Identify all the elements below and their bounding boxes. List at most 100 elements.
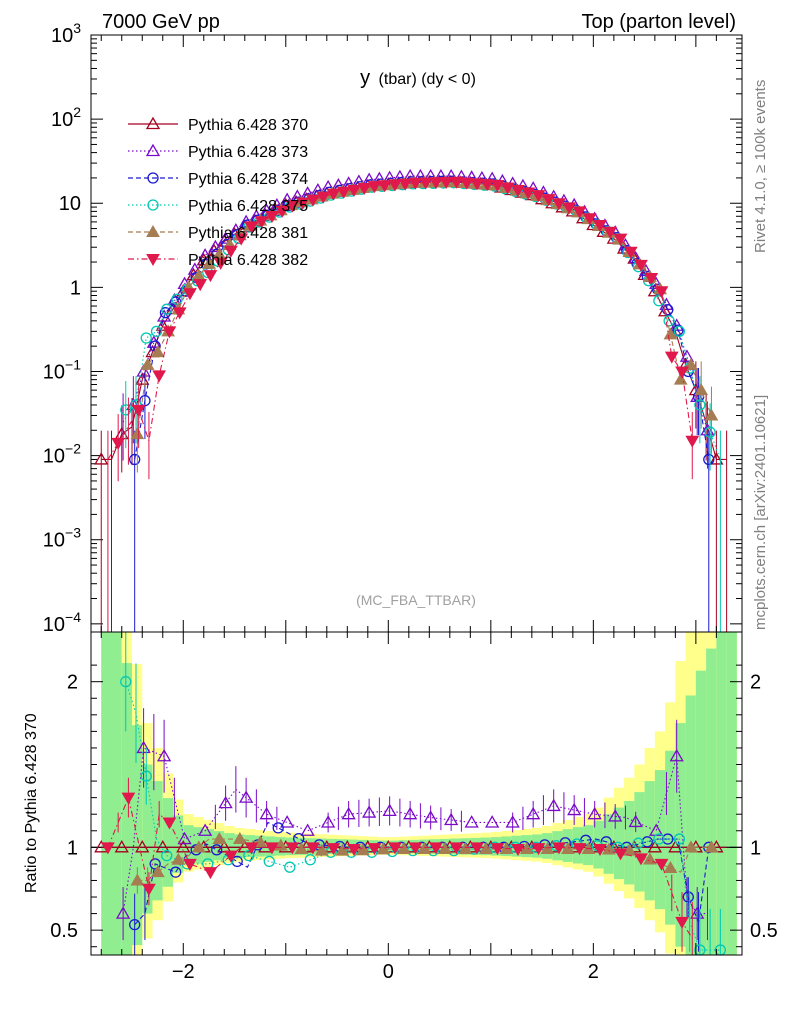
- ratio-ylabel: Ratio to Pythia 6.428 370: [23, 713, 40, 893]
- x-tick-label: −2: [172, 961, 195, 983]
- series-0: [94, 174, 728, 632]
- ratio-point: [561, 841, 575, 854]
- ratio-point: [161, 849, 173, 862]
- data-point: [172, 307, 187, 320]
- data-point: [150, 345, 165, 358]
- ratio-point: [197, 823, 213, 836]
- ratio-point: [397, 841, 411, 854]
- data-point: [275, 205, 290, 218]
- data-point: [254, 216, 269, 229]
- legend-item: Pythia 6.428 381: [128, 224, 308, 242]
- series-3: [120, 177, 721, 632]
- legend-item: Pythia 6.428 374: [128, 171, 308, 188]
- ratio-point: [458, 841, 473, 854]
- data-point: [234, 233, 249, 246]
- ratio-point: [224, 850, 238, 863]
- data-point: [347, 184, 361, 197]
- uncertainty-band-inner: [121, 663, 133, 955]
- uncertainty-band-inner: [716, 632, 727, 955]
- legend-marker: [146, 224, 160, 237]
- plot-title: y (tbar) (dy < 0): [360, 67, 476, 89]
- uncertainty-band-inner: [726, 632, 737, 955]
- data-point: [280, 192, 295, 205]
- ratio-point: [444, 812, 459, 826]
- data-point: [316, 191, 331, 204]
- ratio-point: [526, 806, 541, 820]
- data-point: [531, 190, 546, 203]
- data-point: [552, 198, 566, 211]
- data-point: [703, 453, 715, 466]
- ratio-point: [293, 832, 305, 845]
- ratio-point: [150, 865, 165, 878]
- ratio-point: [429, 842, 443, 855]
- ratio-point: [403, 806, 418, 820]
- ratio-point: [485, 815, 500, 828]
- ratio-point: [634, 853, 648, 866]
- data-point: [265, 210, 279, 223]
- ratio-point: [423, 810, 438, 823]
- ratio-point: [464, 815, 479, 828]
- uncertainty-band-inner: [654, 770, 666, 910]
- data-point: [120, 404, 132, 416]
- ratio-point: [280, 815, 295, 828]
- ratio-line: [125, 681, 721, 951]
- data-point: [663, 315, 675, 327]
- ratio-point: [653, 833, 665, 845]
- series-line: [134, 180, 710, 460]
- legend-marker: [145, 116, 161, 130]
- ratio-point: [115, 906, 131, 919]
- data-point: [398, 178, 413, 191]
- ratio-point: [212, 832, 227, 845]
- series-line: [101, 181, 727, 461]
- ratio-point: [211, 844, 223, 856]
- data-point: [269, 197, 284, 211]
- ratio-point: [347, 843, 361, 856]
- ratio-point: [572, 843, 587, 856]
- legend-item: Pythia 6.428 370: [128, 116, 308, 134]
- ratio-point: [170, 866, 182, 878]
- data-point: [470, 178, 484, 191]
- ratio-point: [265, 842, 279, 855]
- ratio-point: [306, 842, 320, 855]
- data-point: [213, 257, 228, 270]
- uncertainty-band-inner: [634, 792, 645, 892]
- plot-title-main: y: [360, 67, 370, 89]
- ratio-tick-label: 1: [67, 837, 78, 859]
- lower-panel: 0.5 0.5 1 1 2 2 Ratio to Pythia 6.428 370: [23, 631, 778, 956]
- legend-label: Pythia 6.428 374: [188, 171, 308, 188]
- ratio-point: [341, 806, 356, 820]
- legend-marker: [145, 143, 161, 157]
- data-point: [152, 370, 167, 383]
- uncertainty-band-inner: [142, 764, 153, 914]
- data-point: [193, 279, 208, 292]
- data-point: [672, 324, 684, 336]
- ratio-point: [376, 842, 391, 855]
- legend-item: Pythia 6.428 375: [128, 198, 308, 215]
- legend: Pythia 6.428 370 Pythia 6.428 373 Pythia 6…: [128, 116, 308, 269]
- legend-label: Pythia 6.428 382: [188, 252, 308, 269]
- data-point: [208, 239, 223, 253]
- ratio-point: [682, 891, 694, 903]
- ratio-point: [218, 795, 233, 809]
- y-tick-label: 102: [51, 104, 81, 131]
- data-point: [511, 185, 525, 198]
- data-point: [704, 408, 719, 421]
- data-point: [131, 404, 146, 417]
- ratio-point: [511, 843, 525, 856]
- data-point: [162, 326, 177, 339]
- ratio-series-1: [115, 708, 708, 941]
- lower-frame: [90, 631, 743, 956]
- ratio-tick-label-right: 2: [750, 672, 761, 694]
- data-point: [480, 179, 495, 192]
- ratio-point: [140, 770, 152, 782]
- data-point: [336, 186, 351, 199]
- series-line: [136, 181, 712, 435]
- ratio-point: [177, 831, 192, 845]
- data-point: [694, 383, 709, 396]
- ratio-point: [628, 814, 643, 828]
- data-point: [654, 286, 669, 299]
- ratio-point: [470, 842, 484, 855]
- data-point: [218, 231, 233, 244]
- ratio-point: [608, 809, 623, 822]
- data-point: [490, 179, 505, 192]
